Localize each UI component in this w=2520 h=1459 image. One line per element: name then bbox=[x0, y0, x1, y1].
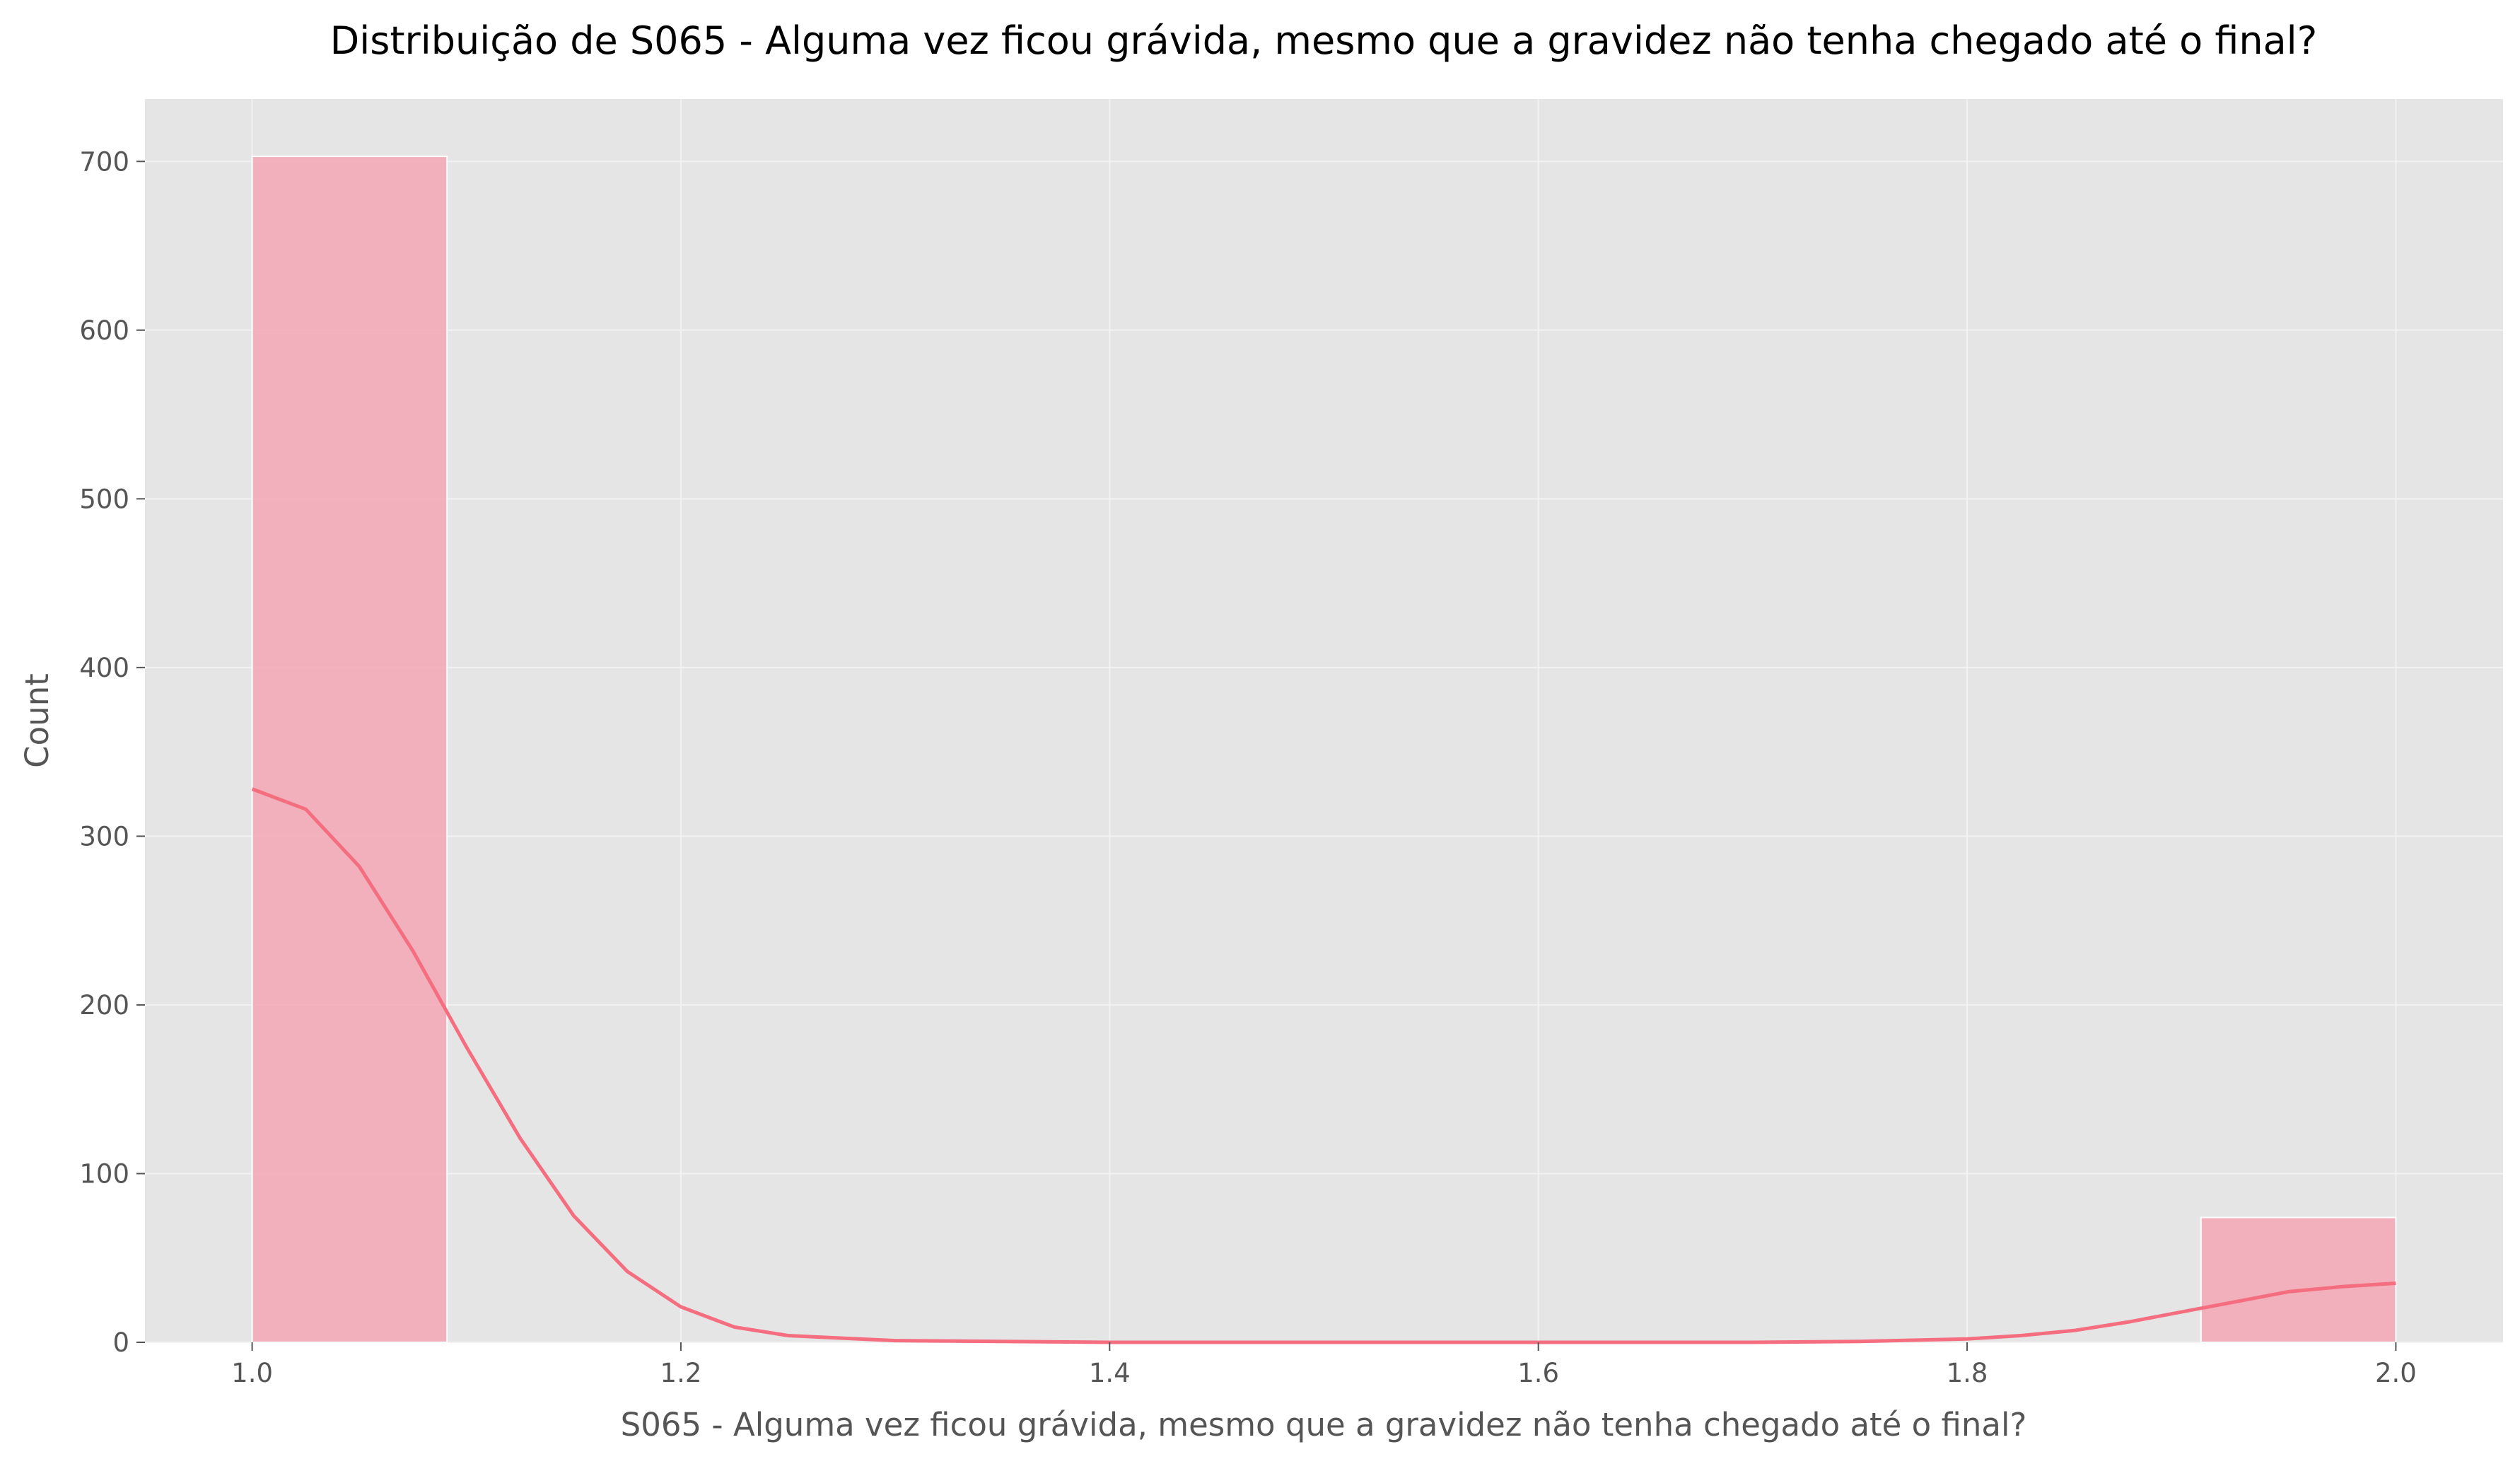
y-tick-label-2: 200 bbox=[79, 990, 129, 1021]
kde-curve bbox=[251, 787, 2396, 1344]
x-tick-label-1: 1.2 bbox=[660, 1358, 702, 1388]
x-tick-label-4: 1.8 bbox=[1947, 1358, 1988, 1388]
y-tick-label-1: 100 bbox=[79, 1158, 129, 1189]
y-tick-label-5: 500 bbox=[79, 484, 129, 514]
x-axis-ticks: 1.0 1.2 1.4 1.6 1.8 2.0 bbox=[231, 1342, 2417, 1388]
y-tick-label-3: 300 bbox=[79, 821, 129, 851]
y-axis-ticks: 0 100 200 300 400 500 600 700 bbox=[79, 146, 145, 1358]
y-tick-label-7: 700 bbox=[79, 146, 129, 177]
histogram-bar-1 bbox=[2200, 1216, 2397, 1343]
grid-lines bbox=[145, 99, 2503, 1343]
x-tick-label-5: 2.0 bbox=[2375, 1358, 2417, 1388]
x-tick-label-2: 1.4 bbox=[1089, 1358, 1131, 1388]
y-tick-label-0: 0 bbox=[112, 1327, 129, 1358]
y-axis-label: Count bbox=[18, 673, 56, 768]
y-tick-label-6: 600 bbox=[79, 315, 129, 346]
plot-area-background bbox=[145, 99, 2503, 1342]
histogram-bars bbox=[251, 156, 2397, 1343]
x-tick-label-0: 1.0 bbox=[231, 1358, 273, 1388]
chart-title: Distribuição de S065 - Alguma vez ficou … bbox=[330, 18, 2318, 63]
y-tick-label-4: 400 bbox=[79, 653, 129, 683]
x-axis-label: S065 - Alguma vez ficou grávida, mesmo q… bbox=[621, 1406, 2027, 1443]
x-tick-label-3: 1.6 bbox=[1517, 1358, 1559, 1388]
histogram-bar-0 bbox=[251, 156, 448, 1343]
